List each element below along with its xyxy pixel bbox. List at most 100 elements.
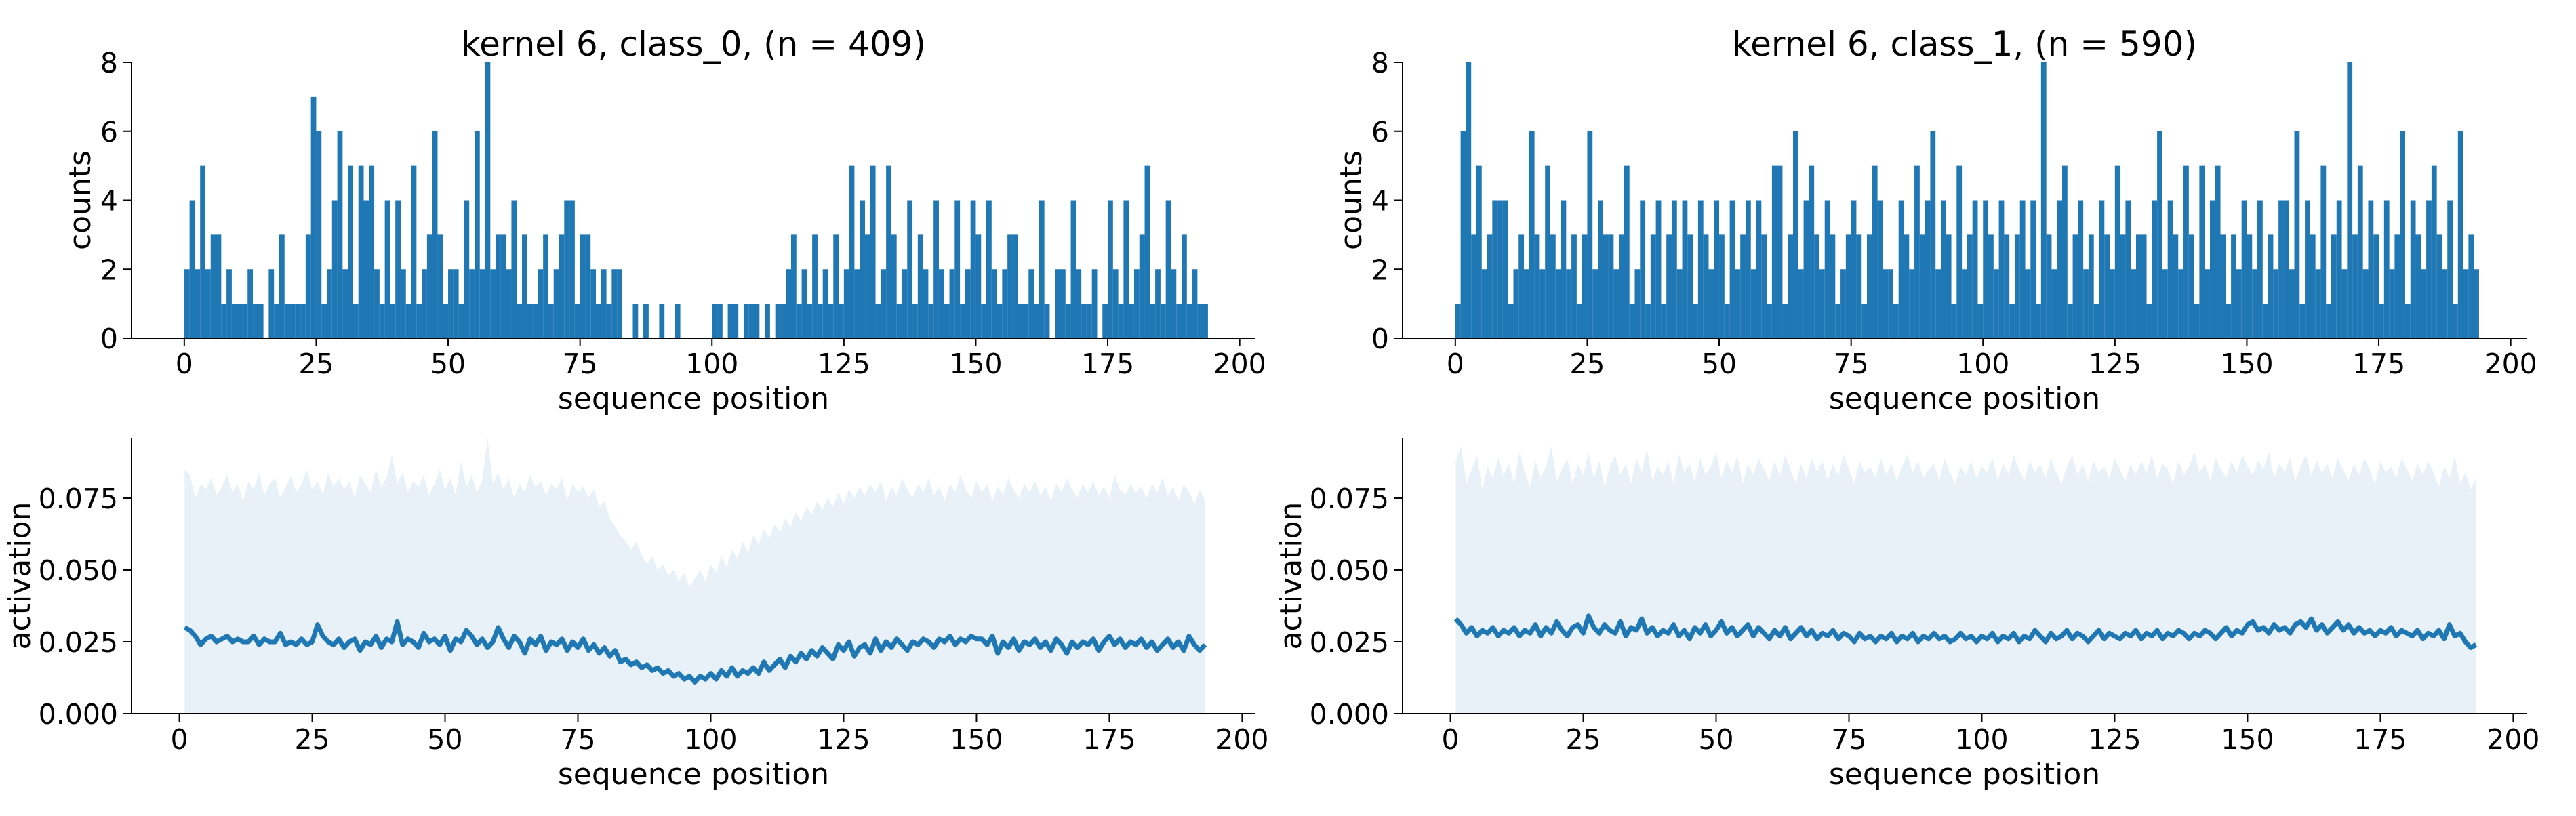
bar: [2262, 304, 2268, 338]
band: [1455, 446, 2476, 714]
x-tick-label: 125: [818, 348, 870, 380]
bar: [1055, 269, 1060, 338]
bar: [1735, 269, 1741, 338]
bar: [437, 234, 443, 338]
y-tick-label: 0: [100, 323, 118, 355]
bar: [1729, 200, 1735, 338]
bar: [331, 200, 338, 338]
y-tick-label: 0.050: [39, 554, 118, 587]
bar: [1919, 234, 1925, 338]
bar: [1830, 234, 1836, 338]
bar: [1777, 165, 1783, 338]
bar: [485, 62, 491, 338]
bar: [912, 304, 918, 338]
bar: [2209, 200, 2215, 338]
bar: [675, 304, 681, 338]
bar: [1845, 234, 1851, 338]
bar: [1814, 234, 1819, 338]
bar: [2205, 269, 2210, 338]
y-tick-label: 8: [100, 47, 118, 79]
x-tick-label: 150: [2220, 348, 2273, 380]
bar: [801, 269, 807, 338]
bar: [1634, 269, 1641, 338]
bar: [1788, 234, 1794, 338]
bar: [2468, 234, 2474, 338]
bar: [1165, 200, 1171, 338]
bar: [902, 269, 908, 338]
bar: [632, 304, 639, 338]
y-axis-label: activation: [3, 502, 37, 650]
bar: [1023, 304, 1029, 338]
x-tick-label: 175: [1081, 348, 1134, 380]
bar: [1666, 234, 1672, 338]
bar: [221, 304, 227, 338]
bar: [743, 304, 749, 338]
bar: [1155, 269, 1161, 338]
bar: [358, 165, 364, 338]
bar: [2305, 200, 2310, 338]
bar: [1497, 200, 1503, 338]
chart-title: kernel 6, class_1, (n = 590): [1732, 24, 2197, 64]
bar: [2431, 165, 2437, 338]
bar: [538, 269, 544, 338]
bar: [548, 304, 554, 338]
bar: [2025, 269, 2031, 338]
bar: [559, 234, 565, 338]
line: [1453, 613, 2478, 650]
bar: [1598, 200, 1603, 338]
bar: [284, 304, 290, 338]
bar: [443, 304, 449, 338]
x-tick-label: 125: [817, 723, 870, 756]
bar: [1144, 165, 1150, 338]
bar: [1756, 200, 1762, 338]
bar: [606, 304, 612, 338]
bar: [2199, 165, 2205, 338]
bar: [960, 304, 965, 338]
bar: [1102, 304, 1108, 338]
bar: [965, 269, 971, 338]
bar: [2014, 234, 2020, 338]
y-axis-label: counts: [63, 150, 98, 250]
bar: [342, 269, 348, 338]
bar: [1481, 269, 1487, 338]
bar: [1724, 304, 1730, 338]
bar: [1028, 269, 1034, 338]
bar: [1856, 234, 1862, 338]
bar: [2051, 269, 2057, 338]
bar: [274, 304, 279, 338]
bar: [216, 234, 222, 338]
bar: [527, 304, 533, 338]
bar: [595, 304, 601, 338]
bar: [2436, 234, 2442, 338]
bar: [532, 304, 538, 338]
bar: [928, 304, 934, 338]
bar: [2294, 131, 2300, 338]
bar: [1967, 234, 1973, 338]
x-tick-label: 0: [1442, 723, 1460, 756]
bar: [2093, 304, 2099, 338]
bar: [1118, 304, 1124, 338]
bar: [2178, 269, 2184, 338]
bar: [2299, 304, 2306, 338]
bar: [954, 200, 961, 338]
bar: [1524, 269, 1529, 338]
bar: [849, 165, 855, 338]
bar: [2379, 304, 2384, 338]
bar: [1566, 269, 1572, 338]
bar: [2162, 269, 2168, 338]
x-tick-label: 50: [1702, 348, 1737, 380]
bar: [1877, 200, 1883, 338]
bar: [1803, 200, 1809, 338]
y-tick-label: 0.075: [39, 483, 118, 515]
bar: [195, 269, 201, 338]
bar: [1487, 234, 1493, 338]
bar: [1518, 234, 1525, 338]
bar: [2141, 234, 2147, 338]
bar: [426, 234, 432, 338]
bar: [997, 304, 1003, 338]
bar: [1571, 234, 1577, 338]
bar: [205, 269, 211, 338]
bar: [1561, 200, 1567, 338]
x-tick-label: 100: [1955, 723, 2008, 756]
bar: [464, 200, 470, 338]
